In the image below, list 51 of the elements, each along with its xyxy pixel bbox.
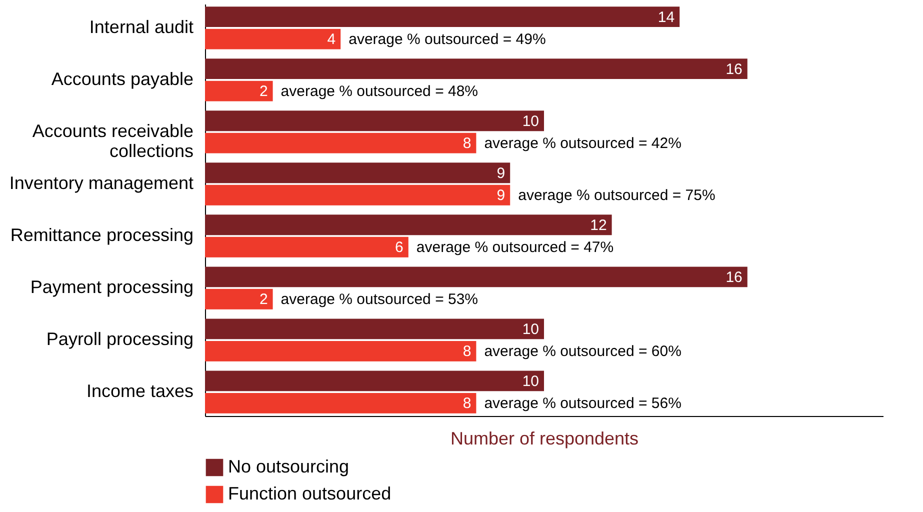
annotation: average % outsourced = 60% xyxy=(484,343,682,360)
annotation: average % outsourced = 56% xyxy=(484,395,682,412)
bar xyxy=(205,266,748,288)
data-label: 9 xyxy=(496,164,506,182)
y-tick-label: Inventory management xyxy=(9,172,194,193)
bar xyxy=(205,288,273,310)
bar xyxy=(205,370,544,392)
annotation: average % outsourced = 47% xyxy=(416,239,614,256)
y-tick-label: Income taxes xyxy=(86,381,194,402)
bar xyxy=(205,58,748,80)
data-label: 8 xyxy=(462,135,472,152)
y-tick-label: Accounts receivable collections xyxy=(32,120,194,161)
data-label: 10 xyxy=(522,112,539,130)
bar xyxy=(205,318,544,340)
data-label: 10 xyxy=(522,372,539,390)
annotation: average % outsourced = 53% xyxy=(280,291,478,308)
y-tick-label: Remittance processing xyxy=(10,225,194,246)
data-label: 10 xyxy=(522,320,539,338)
data-label: 6 xyxy=(395,239,404,256)
y-tick-label: Payroll processing xyxy=(46,329,194,350)
data-label: 8 xyxy=(462,395,472,412)
data-label: 14 xyxy=(658,8,675,26)
annotation: average % outsourced = 42% xyxy=(484,135,682,152)
bar xyxy=(205,214,612,236)
x-axis-title: Number of respondents xyxy=(450,428,639,448)
bar xyxy=(205,28,341,50)
bar xyxy=(205,110,544,132)
y-tick-label: Payment processing xyxy=(30,277,194,298)
bar xyxy=(205,184,510,206)
data-label: 4 xyxy=(327,31,336,48)
data-label: 16 xyxy=(726,268,742,286)
bar xyxy=(205,340,476,362)
data-label: 2 xyxy=(259,291,268,308)
bar xyxy=(205,162,510,184)
y-tick-label: Internal audit xyxy=(89,16,194,37)
bar xyxy=(205,80,273,102)
bar xyxy=(205,236,408,258)
data-label: 9 xyxy=(496,187,506,204)
bar xyxy=(205,132,476,154)
annotation: average % outsourced = 49% xyxy=(348,31,546,48)
data-label: 8 xyxy=(462,343,472,360)
data-label: 16 xyxy=(726,60,742,78)
data-label: 2 xyxy=(259,83,268,100)
annotation: average % outsourced = 75% xyxy=(518,187,716,204)
data-label: 12 xyxy=(590,216,607,234)
bar xyxy=(205,6,680,28)
legend-label: No outsourcing xyxy=(228,456,350,476)
legend-label: Function outsourced xyxy=(228,484,392,504)
bar xyxy=(205,392,476,414)
y-tick-label: Accounts payable xyxy=(51,68,194,89)
annotation: average % outsourced = 48% xyxy=(280,83,478,100)
